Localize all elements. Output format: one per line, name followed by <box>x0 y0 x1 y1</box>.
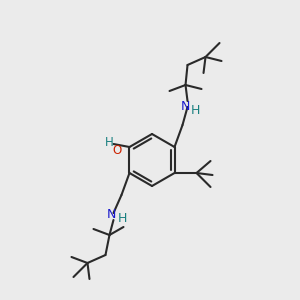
Text: N: N <box>107 208 116 220</box>
Text: H: H <box>191 103 200 116</box>
Text: O: O <box>113 143 122 157</box>
Text: H: H <box>118 212 127 224</box>
Text: N: N <box>181 100 190 112</box>
Text: H: H <box>105 136 114 148</box>
